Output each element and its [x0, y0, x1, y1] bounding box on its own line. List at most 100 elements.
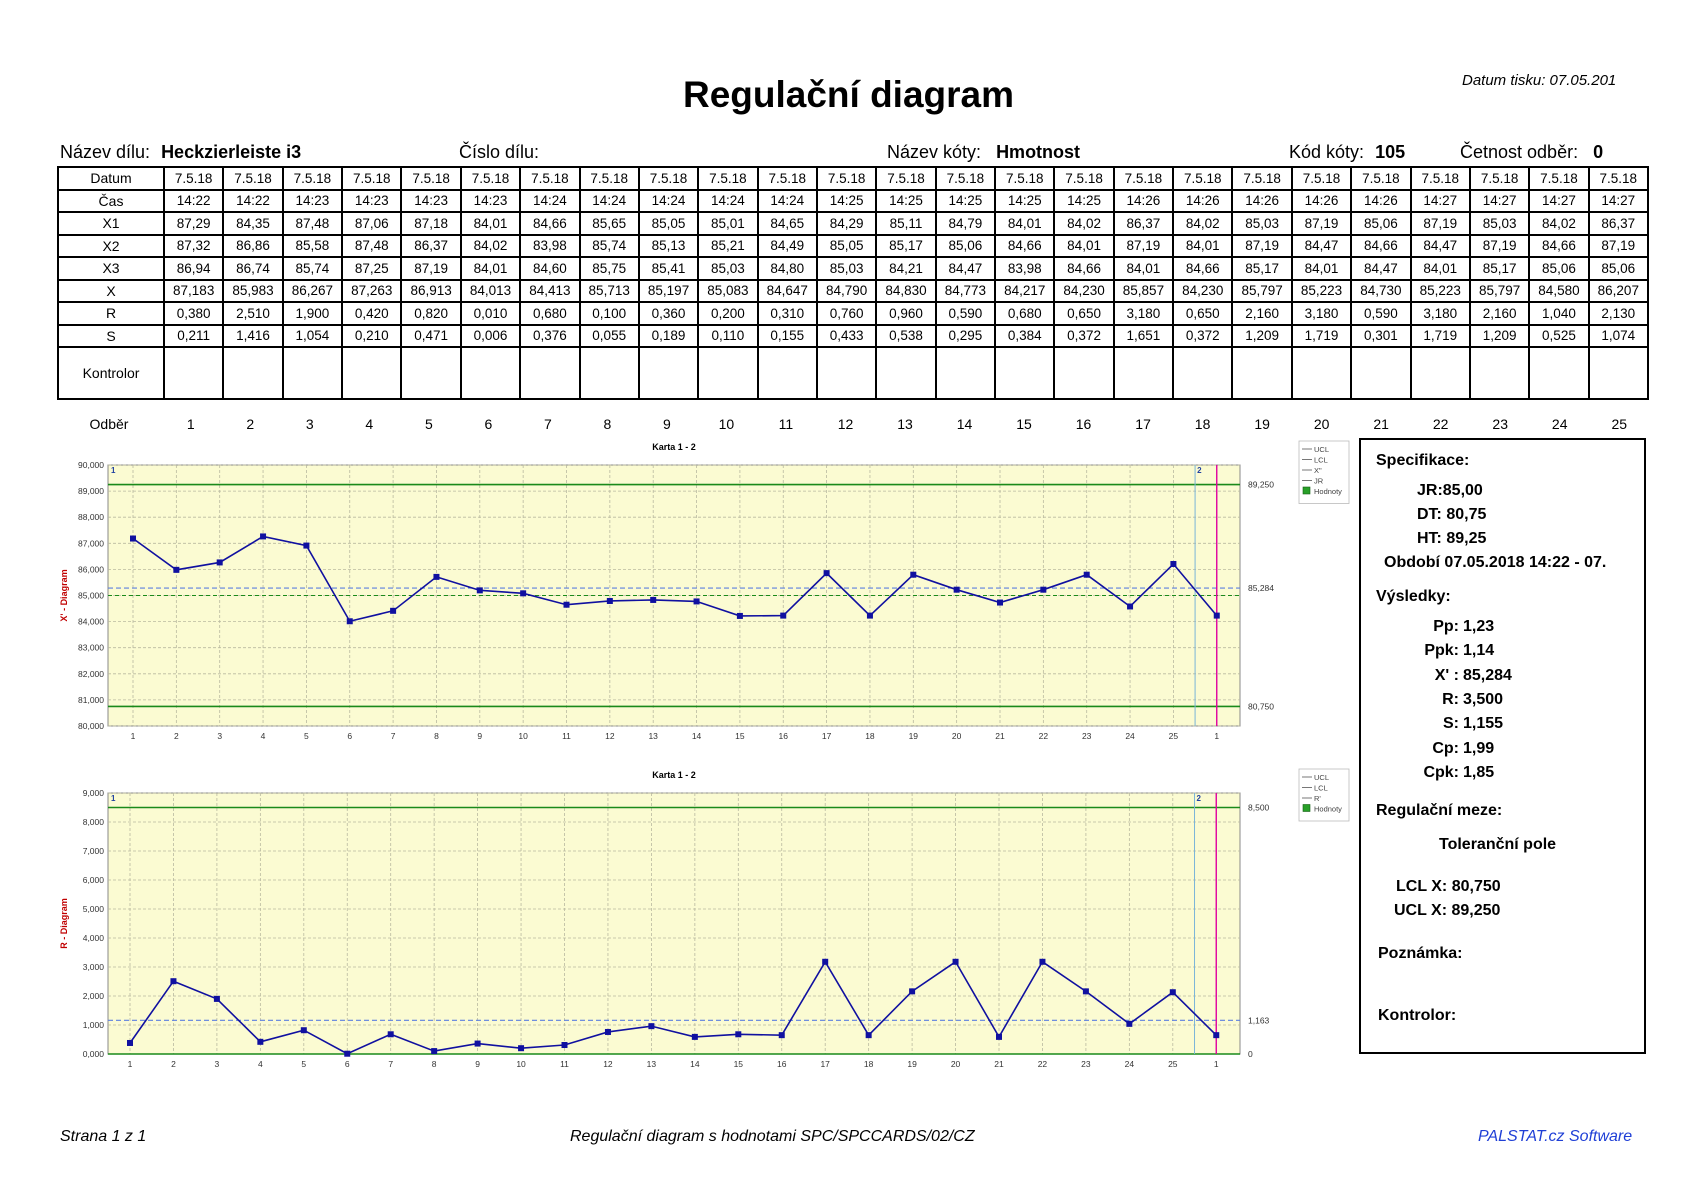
data-point — [1213, 1032, 1220, 1039]
table-cell: 84,230 — [1172, 278, 1234, 303]
table-cell: 14:24 — [697, 188, 759, 213]
x-tick-label: 16 — [777, 1059, 787, 1069]
data-point — [1213, 612, 1220, 619]
table-cell: 83,98 — [519, 233, 581, 258]
table-cell: 14:27 — [1409, 188, 1471, 213]
frequency-label: Četnost odběr: — [1460, 142, 1579, 162]
table-cell: 84,013 — [459, 278, 522, 303]
row-label: X — [57, 278, 165, 303]
table-cell: 7.5.18 — [697, 166, 759, 191]
row-label: S — [57, 323, 165, 348]
x-bar-chart: Karta 1 - 2 80,000 81,000 82,000 83,000 84,00… — [59, 440, 1350, 741]
data-point — [344, 1050, 351, 1057]
legend-entry: Hodnoty — [1314, 487, 1342, 496]
x-tick-label: 7 — [391, 731, 396, 741]
table-cell — [1053, 346, 1115, 400]
table-cell — [281, 346, 344, 400]
table-cell: 14:23 — [341, 188, 403, 213]
table-cell — [459, 346, 522, 400]
spec-ht-label: HT: — [1417, 530, 1442, 547]
data-point — [127, 1039, 133, 1046]
table-cell: 87,19 — [1290, 211, 1353, 236]
table-cell: 7.5.18 — [1231, 166, 1293, 191]
legend-entry: R' — [1314, 794, 1321, 803]
table-cell: 84,773 — [934, 278, 997, 303]
data-point — [780, 612, 787, 619]
data-point — [693, 598, 700, 605]
x-tick-label: 13 — [647, 1059, 657, 1069]
table-cell — [578, 346, 640, 400]
table-cell — [1112, 346, 1175, 400]
table-cell: 7.5.18 — [281, 166, 344, 191]
y-tick-label: 4,000 — [83, 933, 105, 943]
x-tick-label: 24 — [1125, 1059, 1135, 1069]
x-tick-label: 20 — [952, 731, 962, 741]
legend-swatch — [1302, 804, 1311, 812]
measurement-table: Datum 7.5.18 7.5.18 7.5.18 7.5.18 7.5.18 7.5.1… — [57, 166, 1650, 400]
table-cell: 87,19 — [1468, 233, 1531, 258]
table-cell: 3,180 — [1290, 301, 1353, 326]
table-cell: 14:25 — [934, 188, 997, 213]
table-cell: 87,06 — [341, 211, 403, 236]
table-cell: 84,790 — [815, 278, 878, 303]
table-cell: 0,380 — [162, 301, 225, 326]
data-point — [433, 573, 440, 580]
sample-number: 11 — [778, 416, 794, 432]
data-point — [648, 1023, 655, 1030]
table-cell — [1290, 346, 1353, 400]
result-item: Cpk: 1,85 — [1361, 764, 1511, 782]
data-point — [303, 542, 310, 549]
table-cell: 1,209 — [1468, 323, 1531, 348]
sample-number: 22 — [1432, 416, 1449, 432]
table-cell: 87,48 — [341, 233, 403, 258]
document-code: Regulační diagram s hodnotami SPC/SPCCAR… — [570, 1128, 975, 1145]
spec-dt-value: 80,75 — [1446, 506, 1487, 523]
data-point — [213, 995, 220, 1002]
data-point — [909, 988, 916, 995]
table-cell: 14:22 — [162, 188, 225, 213]
spec-dt: DT: 80,75 — [1417, 506, 1486, 524]
data-point — [1040, 586, 1047, 593]
legend-entry: UCL — [1314, 773, 1329, 782]
table-cell: 86,37 — [1112, 211, 1175, 236]
x-tick-label: 23 — [1082, 731, 1092, 741]
page-number: Strana 1 z 1 — [60, 1128, 147, 1145]
table-cell: 84,66 — [519, 211, 581, 236]
sample-number: 12 — [837, 416, 854, 432]
table-cell: 85,03 — [815, 256, 878, 281]
y-tick-label: 88,000 — [78, 512, 104, 522]
table-cell: 84,01 — [459, 211, 522, 236]
table-cell: 14:25 — [994, 188, 1056, 213]
table-cell: 14:23 — [400, 188, 462, 213]
table-cell: 7.5.18 — [1053, 166, 1115, 191]
table-cell: 7.5.18 — [400, 166, 462, 191]
sample-number: 1 — [186, 416, 195, 432]
table-cell: 7.5.18 — [815, 166, 878, 191]
x-tick-label: 5 — [304, 731, 309, 741]
sample-number: 10 — [718, 416, 735, 432]
table-cell: 86,37 — [400, 233, 462, 258]
y-tick-label: 81,000 — [78, 695, 104, 705]
table-cell: 0,420 — [341, 301, 403, 326]
result-label: Pp: — [1433, 618, 1459, 635]
table-row: X2 87,32 86,86 85,58 87,48 86,37 84,02 83,98 85,… — [57, 233, 1650, 258]
table-cell: 3,180 — [1409, 301, 1471, 326]
x-tick-label: 2 — [174, 731, 179, 741]
result-item: S: 1,155 — [1361, 715, 1511, 733]
table-cell: 0,471 — [400, 323, 462, 348]
table-cell: 14:26 — [1290, 188, 1353, 213]
x-tick-label: 1 — [1214, 731, 1219, 741]
legend-swatch — [1302, 486, 1311, 495]
x-tick-label: 11 — [560, 1059, 569, 1069]
table-cell: 84,47 — [1409, 233, 1471, 258]
table-cell: 86,74 — [222, 256, 284, 281]
y-tick-label: 80,000 — [78, 721, 104, 731]
table-cell: 84,01 — [1290, 256, 1353, 281]
row-label: Datum — [57, 166, 165, 191]
table-cell: 7.5.18 — [1290, 166, 1353, 191]
data-point — [1082, 988, 1089, 995]
table-cell: 1,209 — [1231, 323, 1293, 348]
card-marker-label: 1 — [111, 466, 116, 475]
table-cell: 0,189 — [637, 323, 700, 348]
table-cell: 84,47 — [1350, 256, 1412, 281]
